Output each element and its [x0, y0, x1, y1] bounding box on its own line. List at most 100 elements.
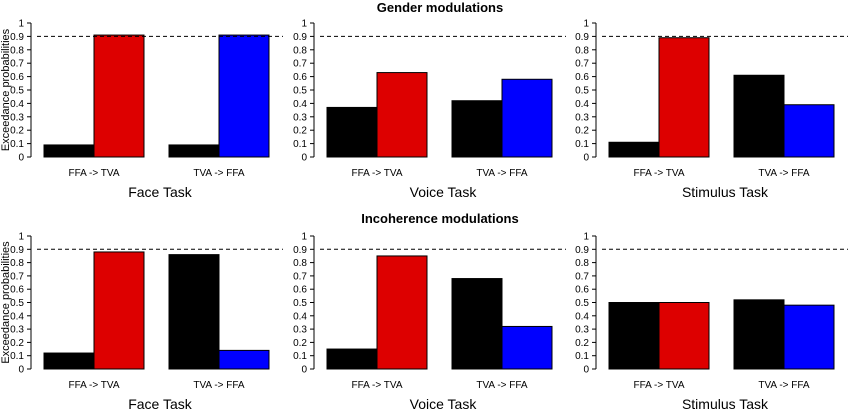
y-tick-label: 0.2 [10, 126, 24, 137]
y-tick-label: 0.1 [293, 139, 307, 150]
x-category-label: FFA -> TVA [633, 380, 684, 391]
bar-tva-ffa-black [168, 144, 220, 158]
y-tick-label: 0 [18, 153, 24, 164]
y-tick-label: 0.9 [293, 32, 307, 43]
y-tick-label: 0.9 [10, 32, 24, 43]
x-axis-label: Voice Task [410, 184, 478, 200]
y-tick-label: 0.7 [10, 59, 24, 70]
y-tick-label: 0.7 [575, 59, 589, 70]
y-tick-label: 0.1 [575, 139, 589, 150]
panel-gender-1: 0 0.1 0.2 0.3 0.4 0.5 0.6 0.7 0.8 0.9 1 FFA -> TVA T… [293, 19, 566, 200]
y-tick-label: 1 [18, 19, 24, 30]
y-tick-label: 0.2 [575, 338, 589, 349]
x-category-label: TVA -> FFA [758, 380, 810, 391]
y-tick-label: 0.4 [575, 99, 589, 110]
bar-ffa-tva-color [93, 251, 145, 370]
y-tick-label: 1 [301, 232, 307, 243]
x-axis-label: Voice Task [410, 396, 478, 409]
y-tick-label: 0.2 [293, 338, 307, 349]
panel-incoherence-2: 0 0.1 0.2 0.3 0.4 0.5 0.6 0.7 0.8 0.9 1 FFA -> TVA T… [575, 232, 848, 409]
y-tick-label: 0.9 [575, 245, 589, 256]
y-tick-label: 0.4 [293, 311, 307, 322]
y-tick-label: 0.1 [10, 139, 24, 150]
bar-ffa-tva-black [608, 141, 660, 158]
x-category-label: TVA -> FFA [758, 168, 810, 179]
bar-tva-ffa-black [451, 100, 503, 158]
y-tick-label: 0.1 [293, 351, 307, 362]
bar-tva-ffa-black [451, 278, 503, 370]
y-tick-label: 0 [301, 153, 307, 164]
y-tick-label: 0.9 [10, 245, 24, 256]
y-tick-label: 0.9 [575, 32, 589, 43]
y-tick-label: 0.3 [575, 112, 589, 123]
bar-tva-ffa-black [733, 74, 785, 158]
y-tick-label: 0.7 [575, 271, 589, 282]
y-tick-label: 0 [18, 365, 24, 376]
y-tick-label: 0.8 [293, 45, 307, 56]
x-category-label: FFA -> TVA [351, 380, 402, 391]
y-tick-label: 0.6 [575, 285, 589, 296]
y-tick-label: 0.4 [10, 311, 24, 322]
panel-gender-0: 0 0.1 0.2 0.3 0.4 0.5 0.6 0.7 0.8 0.9 1 Exceedance … [0, 19, 283, 200]
x-category-label: FFA -> TVA [68, 380, 119, 391]
bar-ffa-tva-black [326, 106, 378, 158]
bar-ffa-tva-color [658, 37, 710, 158]
y-tick-label: 0.6 [293, 285, 307, 296]
panel-incoherence-1: 0 0.1 0.2 0.3 0.4 0.5 0.6 0.7 0.8 0.9 1 FFA -> TVA T… [293, 232, 566, 409]
y-tick-label: 0.3 [10, 325, 24, 336]
y-tick-label: 0.3 [575, 325, 589, 336]
y-tick-label: 1 [583, 232, 589, 243]
y-tick-label: 0.6 [575, 72, 589, 83]
y-tick-label: 0.8 [575, 45, 589, 56]
y-tick-label: 0.1 [575, 351, 589, 362]
bar-tva-ffa-color [501, 78, 553, 158]
y-tick-label: 0.2 [10, 338, 24, 349]
x-category-label: TVA -> FFA [476, 168, 528, 179]
x-category-label: FFA -> TVA [68, 168, 119, 179]
bar-ffa-tva-color [93, 34, 145, 158]
y-tick-label: 1 [301, 19, 307, 30]
y-tick-label: 0 [583, 153, 589, 164]
y-tick-label: 0.3 [293, 325, 307, 336]
row-title-incoherence: Incoherence modulations [361, 211, 518, 226]
y-tick-label: 0.2 [293, 126, 307, 137]
y-tick-label: 0.5 [293, 298, 307, 309]
bar-tva-ffa-color [501, 325, 553, 370]
x-axis-label: Face Task [128, 184, 193, 200]
y-tick-label: 0.2 [575, 126, 589, 137]
y-axis-label: Exceedance probabilities [0, 241, 12, 364]
row-title-gender: Gender modulations [377, 0, 503, 15]
x-category-label: FFA -> TVA [633, 168, 684, 179]
y-tick-label: 0.3 [293, 112, 307, 123]
y-tick-label: 0.8 [10, 258, 24, 269]
y-tick-label: 1 [583, 19, 589, 30]
y-tick-label: 0.5 [293, 86, 307, 97]
bar-tva-ffa-color [783, 304, 835, 370]
y-tick-label: 0.7 [293, 59, 307, 70]
y-tick-label: 0.8 [10, 45, 24, 56]
y-tick-label: 0.6 [10, 285, 24, 296]
bar-ffa-tva-black [326, 348, 378, 370]
y-tick-label: 0.9 [293, 245, 307, 256]
bar-ffa-tva-color [376, 72, 428, 158]
y-tick-label: 0.4 [575, 311, 589, 322]
y-tick-label: 0.5 [10, 86, 24, 97]
bar-tva-ffa-color [218, 349, 270, 370]
bar-ffa-tva-black [43, 352, 95, 370]
y-tick-label: 0.7 [10, 271, 24, 282]
y-tick-label: 0.6 [10, 72, 24, 83]
bar-ffa-tva-black [608, 302, 660, 370]
panel-gender-2: 0 0.1 0.2 0.3 0.4 0.5 0.6 0.7 0.8 0.9 1 FFA -> TVA T… [575, 19, 848, 200]
x-category-label: TVA -> FFA [193, 380, 245, 391]
x-category-label: FFA -> TVA [351, 168, 402, 179]
y-axis-label: Exceedance probabilities [0, 28, 12, 151]
bar-tva-ffa-black [733, 299, 785, 370]
y-tick-label: 0.5 [575, 298, 589, 309]
x-axis-label: Stimulus Task [682, 396, 769, 409]
x-category-label: TVA -> FFA [193, 168, 245, 179]
y-tick-label: 1 [18, 232, 24, 243]
bar-ffa-tva-black [43, 144, 95, 158]
y-tick-label: 0 [301, 365, 307, 376]
y-tick-label: 0.5 [575, 86, 589, 97]
